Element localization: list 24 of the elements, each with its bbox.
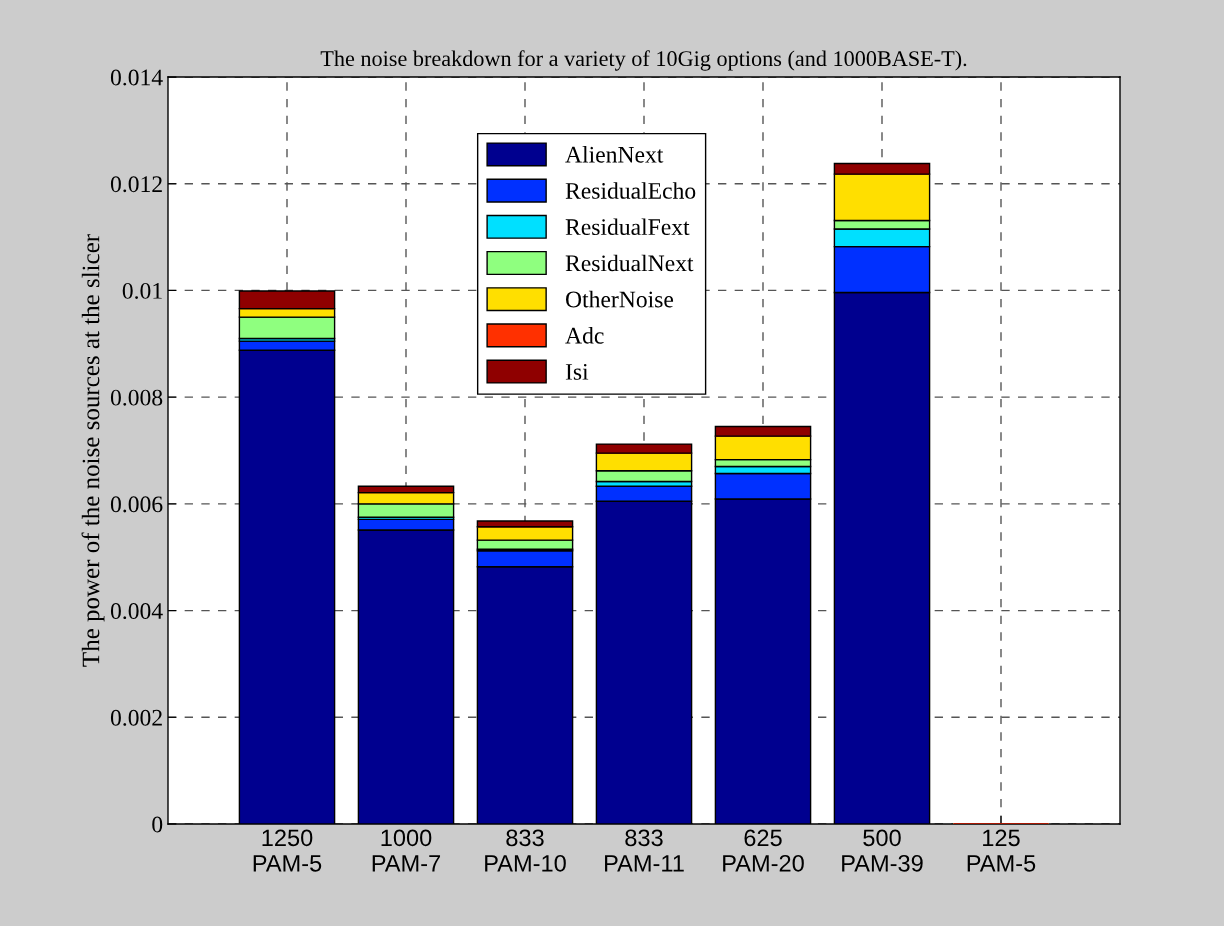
legend-label: Adc <box>565 327 604 344</box>
x-tick-label: 625 PAM-20 <box>723 829 804 872</box>
legend-label: OtherNoise <box>566 290 674 308</box>
y-tick-label: 0.006 <box>110 496 163 513</box>
y-tick-label: 0.004 <box>110 603 163 620</box>
y-axis-title: The power of the noise sources at the slicer <box>81 234 105 667</box>
x-tick-label: 125 PAM-5 <box>967 829 1036 872</box>
legend-label: ResidualNext <box>565 254 694 272</box>
y-tick-label: 0.01 <box>122 282 162 299</box>
y-tick-label: 0.008 <box>110 389 163 406</box>
legend-label: Isi <box>565 363 589 380</box>
chart-title: The noise breakdown for a variety of 10Gig options (and 1000BASE-T). <box>320 50 967 71</box>
x-tick-label: 500 PAM-39 <box>842 829 923 872</box>
x-tick-label: 833 PAM-10 <box>485 829 566 872</box>
legend-label: ResidualEcho <box>565 182 696 199</box>
y-tick-label: 0.002 <box>110 709 162 726</box>
legend-label: ResidualFext <box>565 218 690 236</box>
x-tick-label: 1000 PAM-7 <box>372 829 441 872</box>
x-tick-label: 1250 PAM-5 <box>253 829 322 872</box>
x-tick-label: 833 PAM-11 <box>605 829 684 872</box>
y-tick-label: 0 <box>152 816 163 833</box>
legend-label: AlienNext <box>565 146 664 163</box>
y-tick-label: 0.012 <box>110 176 162 193</box>
y-tick-label: 0.014 <box>110 69 163 86</box>
